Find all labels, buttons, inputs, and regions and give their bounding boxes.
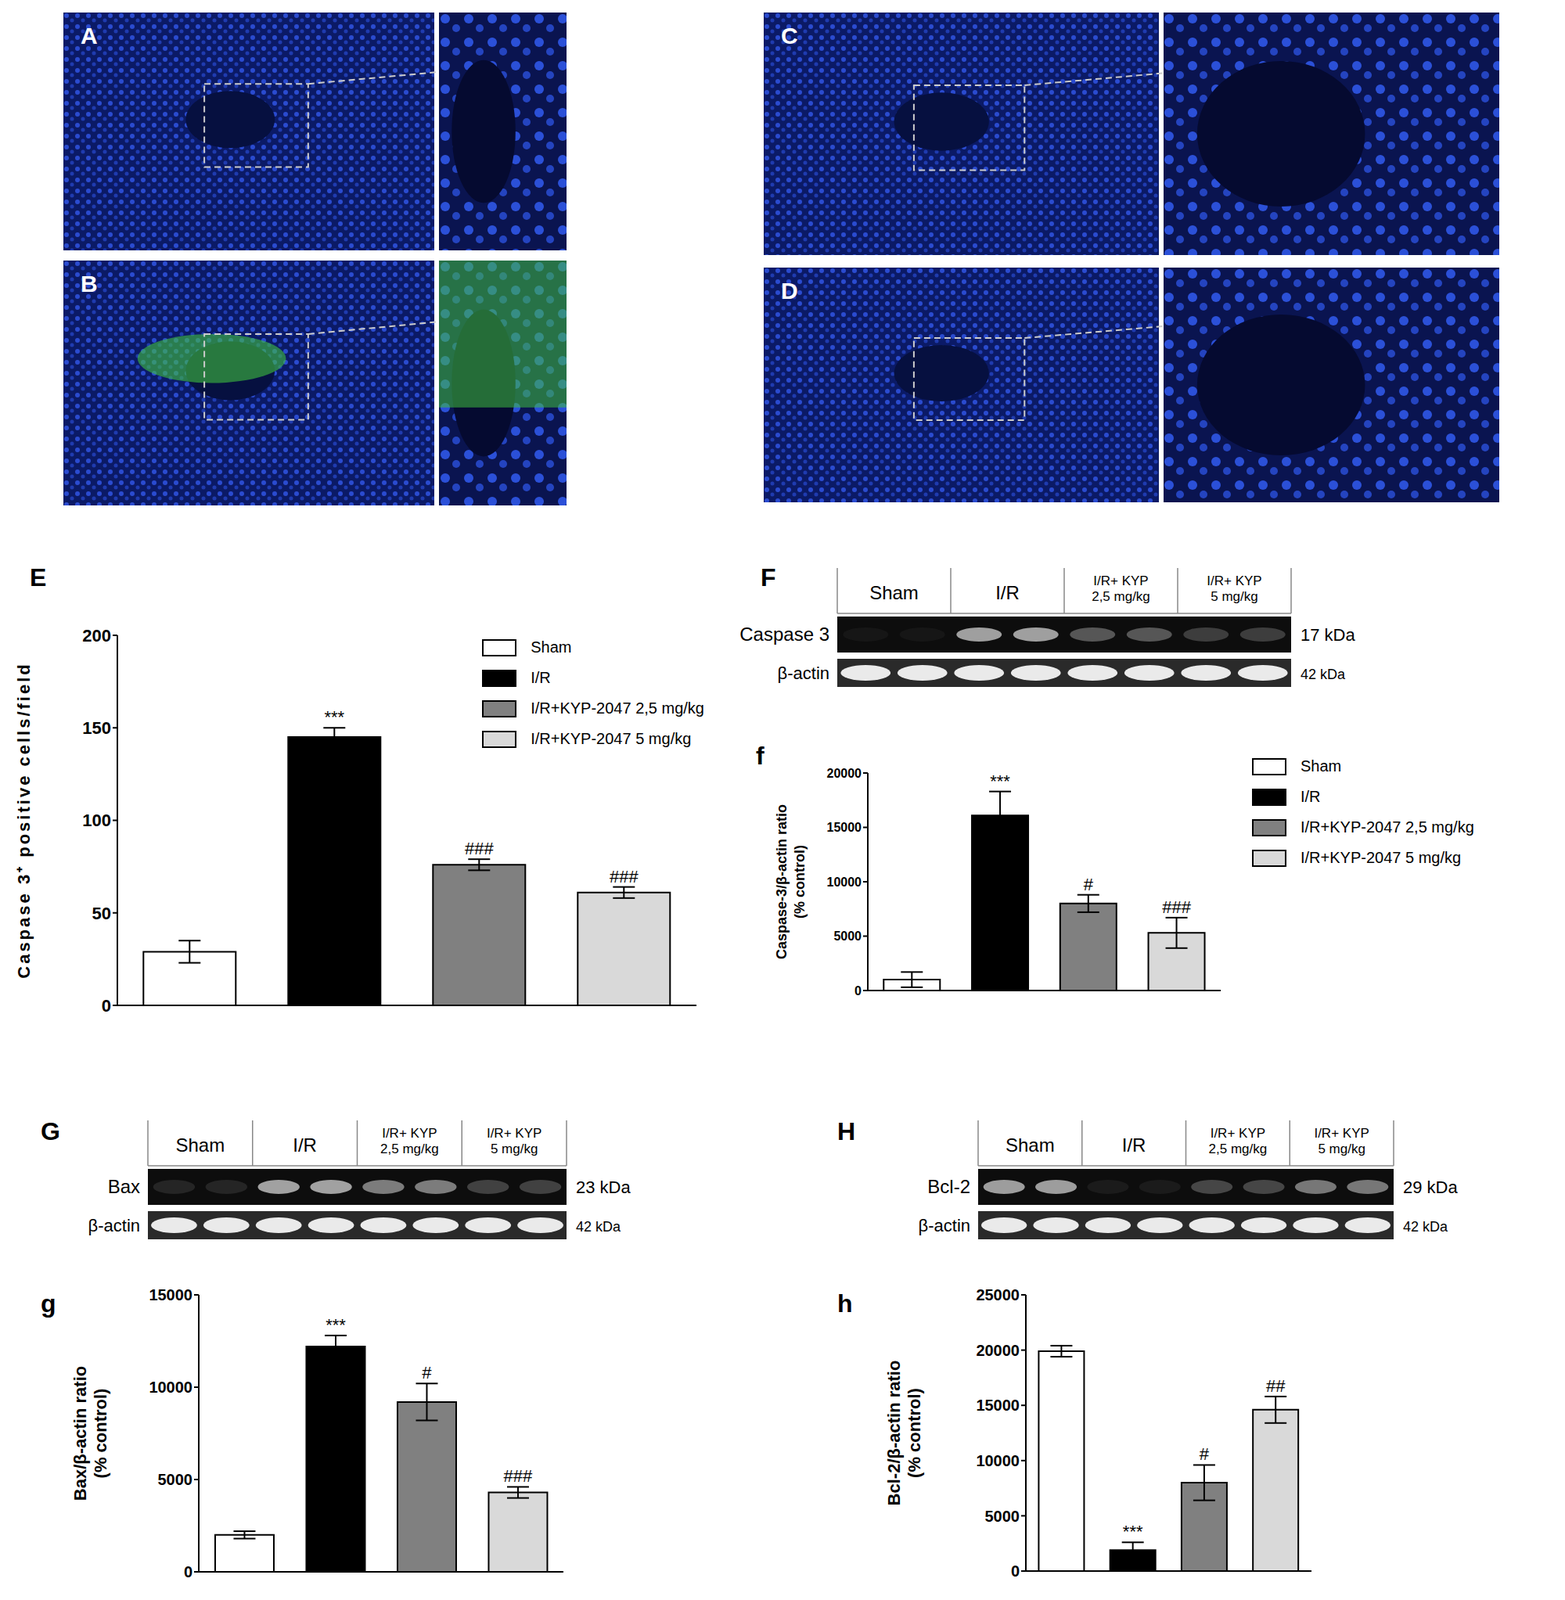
- html-text:I/R+KYP-2047 5 mg/kg: I/R+KYP-2047 5 mg/kg: [530, 730, 692, 748]
- svg-text:I/R+ KYP: I/R+ KYP: [1210, 1126, 1266, 1141]
- svg-text:0: 0: [101, 996, 112, 1016]
- svg-text:0: 0: [854, 984, 862, 998]
- svg-text:Caspase-3/β-actin ratio: Caspase-3/β-actin ratio: [773, 804, 790, 960]
- svg-text:2,5 mg/kg: 2,5 mg/kg: [380, 1141, 439, 1157]
- html-text:E: E: [29, 563, 47, 592]
- svg-text:#: #: [421, 1363, 432, 1383]
- svg-text:B: B: [80, 270, 98, 297]
- svg-text:Bcl-2: Bcl-2: [927, 1176, 971, 1198]
- svg-text:20000: 20000: [975, 1341, 1020, 1360]
- svg-text:Caspase 3: Caspase 3: [739, 623, 830, 645]
- html-text:G: G: [40, 1117, 61, 1146]
- svg-text:D: D: [780, 277, 799, 304]
- html-text:Sham: Sham: [1300, 757, 1342, 775]
- svg-text:β-actin: β-actin: [88, 1216, 141, 1236]
- svg-text:15000: 15000: [148, 1286, 193, 1304]
- svg-text:***: ***: [1122, 1521, 1144, 1542]
- svg-text:5 mg/kg: 5 mg/kg: [1210, 589, 1258, 605]
- svg-text:Caspase 3⁺ positive cells/fiel: Caspase 3⁺ positive cells/field: [15, 661, 34, 979]
- svg-text:###: ###: [1162, 897, 1191, 918]
- svg-text:42 kDa: 42 kDa: [575, 1219, 622, 1235]
- svg-text:##: ##: [1266, 1376, 1286, 1396]
- svg-text:(% control): (% control): [791, 845, 808, 919]
- svg-text:5000: 5000: [158, 1471, 194, 1489]
- svg-text:I/R+ KYP: I/R+ KYP: [1313, 1126, 1369, 1141]
- svg-text:I/R: I/R: [1122, 1134, 1147, 1156]
- svg-text:0: 0: [183, 1563, 193, 1581]
- svg-text:10000: 10000: [148, 1378, 193, 1396]
- html-text:I/R: I/R: [530, 669, 551, 687]
- svg-text:20000: 20000: [827, 766, 863, 781]
- html-text:I/R+KYP-2047 2,5 mg/kg: I/R+KYP-2047 2,5 mg/kg: [1300, 818, 1475, 836]
- svg-text:(% control): (% control): [904, 1388, 925, 1479]
- svg-text:5 mg/kg: 5 mg/kg: [1317, 1141, 1365, 1157]
- html-text:Sham: Sham: [530, 638, 572, 656]
- svg-text:β-actin: β-actin: [777, 663, 830, 684]
- svg-text:10000: 10000: [975, 1452, 1020, 1470]
- svg-text:Sham: Sham: [176, 1134, 226, 1156]
- svg-text:#: #: [1199, 1444, 1210, 1465]
- html-text:F: F: [760, 563, 776, 592]
- html-text:H: H: [837, 1117, 856, 1146]
- svg-text:###: ###: [464, 838, 494, 859]
- svg-text:0: 0: [1010, 1562, 1020, 1580]
- svg-text:100: 100: [82, 810, 112, 831]
- svg-text:***: ***: [989, 771, 1011, 792]
- svg-text:2,5 mg/kg: 2,5 mg/kg: [1208, 1141, 1268, 1157]
- svg-text:Sham: Sham: [1005, 1134, 1055, 1156]
- svg-text:C: C: [780, 22, 799, 49]
- svg-text:#: #: [1083, 874, 1094, 895]
- svg-text:5000: 5000: [833, 929, 862, 943]
- svg-text:200: 200: [82, 626, 112, 646]
- svg-text:42 kDa: 42 kDa: [1300, 666, 1346, 683]
- html-text:h: h: [837, 1289, 853, 1318]
- svg-text:I/R+ KYP: I/R+ KYP: [381, 1126, 437, 1141]
- html-text:f: f: [755, 741, 765, 770]
- svg-text:Bax: Bax: [107, 1176, 141, 1198]
- svg-text:25000: 25000: [975, 1286, 1020, 1304]
- svg-text:I/R: I/R: [995, 582, 1020, 604]
- svg-text:5000: 5000: [985, 1507, 1021, 1526]
- svg-text:23 kDa: 23 kDa: [575, 1177, 631, 1198]
- svg-text:I/R+ KYP: I/R+ KYP: [1093, 573, 1148, 589]
- svg-text:Bax/β-actin ratio: Bax/β-actin ratio: [70, 1366, 90, 1501]
- svg-text:17 kDa: 17 kDa: [1300, 625, 1356, 645]
- svg-text:I/R+ KYP: I/R+ KYP: [1206, 573, 1262, 589]
- svg-text:42 kDa: 42 kDa: [1403, 1219, 1449, 1235]
- svg-text:2,5 mg/kg: 2,5 mg/kg: [1091, 589, 1151, 605]
- svg-text:A: A: [80, 22, 98, 49]
- svg-text:50: 50: [92, 903, 112, 924]
- svg-text:Bcl-2/β-actin ratio: Bcl-2/β-actin ratio: [884, 1360, 904, 1507]
- svg-text:I/R: I/R: [292, 1134, 317, 1156]
- svg-text:15000: 15000: [827, 820, 863, 835]
- svg-text:Sham: Sham: [869, 582, 919, 604]
- svg-text:10000: 10000: [827, 875, 863, 889]
- html-text:g: g: [40, 1289, 56, 1318]
- svg-text:***: ***: [323, 707, 345, 727]
- svg-text:5 mg/kg: 5 mg/kg: [490, 1141, 538, 1157]
- html-text:I/R+KYP-2047 2,5 mg/kg: I/R+KYP-2047 2,5 mg/kg: [530, 699, 705, 717]
- svg-text:150: 150: [82, 718, 112, 738]
- svg-text:β-actin: β-actin: [918, 1216, 971, 1236]
- svg-text:29 kDa: 29 kDa: [1403, 1177, 1458, 1198]
- svg-text:I/R+ KYP: I/R+ KYP: [486, 1126, 542, 1141]
- html-text:I/R: I/R: [1300, 787, 1321, 806]
- svg-text:(% control): (% control): [90, 1388, 111, 1479]
- html-text:I/R+KYP-2047 5 mg/kg: I/R+KYP-2047 5 mg/kg: [1300, 849, 1462, 867]
- svg-text:###: ###: [609, 867, 639, 887]
- svg-text:###: ###: [503, 1466, 533, 1486]
- svg-text:15000: 15000: [975, 1396, 1020, 1414]
- svg-text:***: ***: [325, 1315, 346, 1335]
